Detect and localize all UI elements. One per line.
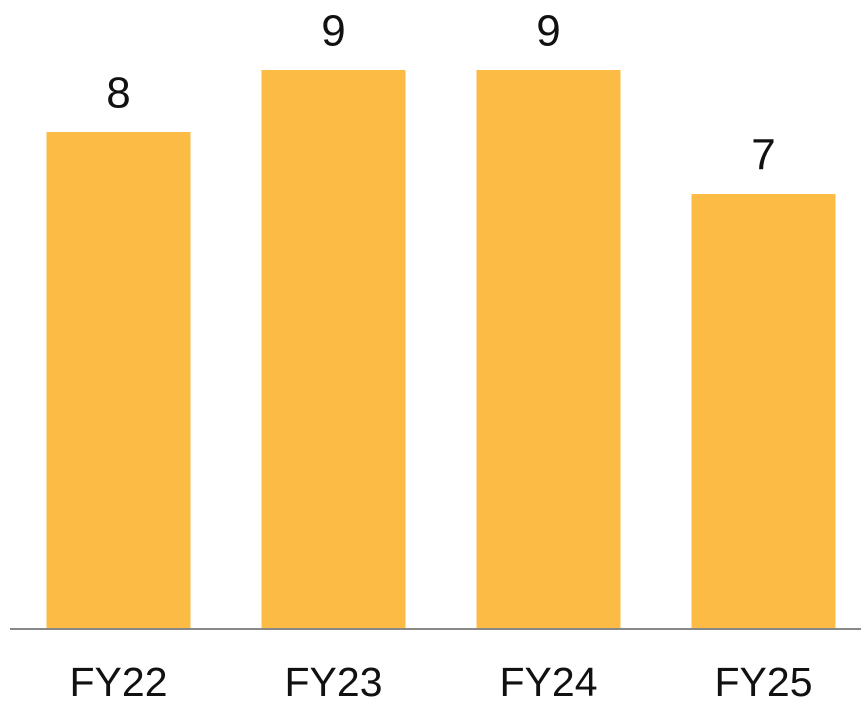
x-tick-label: FY25 xyxy=(715,659,813,702)
value-label: 9 xyxy=(321,7,345,56)
x-tick-label: FY24 xyxy=(500,659,598,702)
value-label: 7 xyxy=(751,131,775,180)
bar xyxy=(476,70,621,628)
bar xyxy=(46,132,191,628)
bar xyxy=(691,194,836,628)
value-label: 9 xyxy=(536,7,560,56)
bar xyxy=(261,70,406,628)
value-label: 8 xyxy=(106,69,130,118)
x-tick-label: FY23 xyxy=(285,659,383,702)
x-tick-label: FY22 xyxy=(70,659,168,702)
